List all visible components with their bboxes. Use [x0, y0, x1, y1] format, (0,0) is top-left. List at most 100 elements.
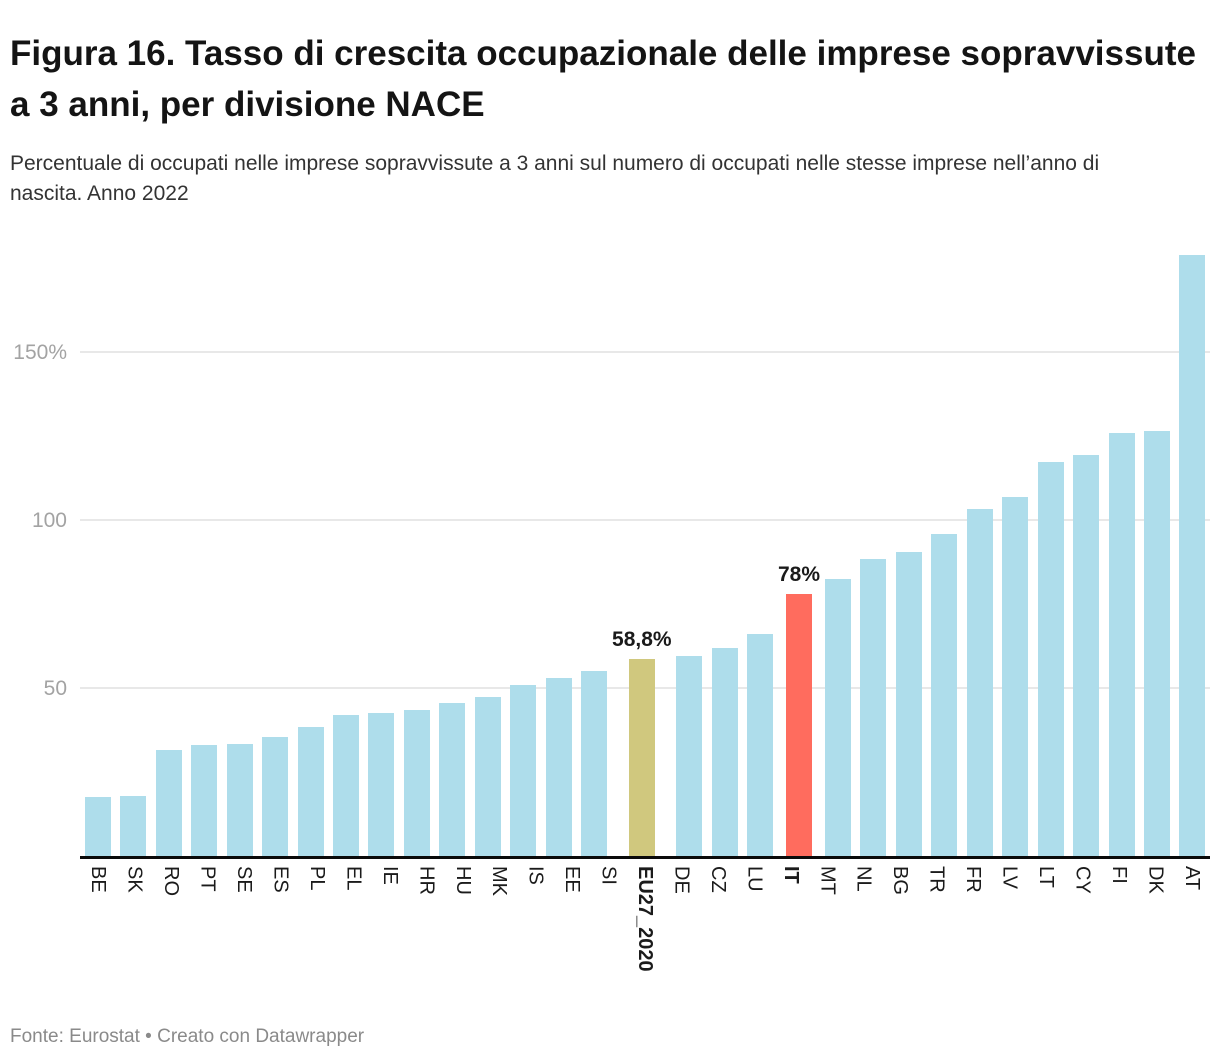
x-axis-label-PL: PL: [305, 866, 328, 891]
bar-column-FI: [1104, 240, 1139, 856]
bar-column-TR: [926, 240, 961, 856]
bar-EU27_2020[interactable]: [628, 658, 655, 856]
bar-RO[interactable]: [155, 750, 182, 856]
bar-column-FR: [962, 240, 997, 856]
y-axis-tick-label: 50: [43, 677, 67, 701]
bar-MK[interactable]: [474, 696, 501, 856]
x-axis-label-DE: DE: [670, 866, 693, 894]
y-axis-tick-label: 100: [31, 509, 67, 533]
bar-HU[interactable]: [439, 703, 466, 856]
bar-column-EE: [541, 240, 576, 856]
x-axis-label-SE: SE: [233, 866, 256, 893]
x-axis-label-MT: MT: [816, 866, 839, 895]
bar-column-MT: [820, 240, 855, 856]
bar-column-HR: [399, 240, 434, 856]
bar-EE[interactable]: [545, 678, 572, 856]
bar-column-IS: [506, 240, 541, 856]
bars-layer: 58,8% 78%: [80, 240, 1210, 856]
x-axis-label-FR: FR: [962, 866, 985, 893]
x-axis-label-CZ: CZ: [706, 866, 729, 893]
x-axis-label-LT: LT: [1035, 866, 1057, 888]
bar-DK[interactable]: [1143, 431, 1170, 856]
value-label-IT: 78%: [777, 563, 821, 587]
bar-column-ES: [257, 240, 292, 856]
bar-TR[interactable]: [931, 533, 958, 856]
bar-PT[interactable]: [191, 745, 218, 856]
bar-SI[interactable]: [581, 671, 608, 856]
x-axis-label-LV: LV: [998, 866, 1021, 889]
bar-column-SE: [222, 240, 257, 856]
bar-column-PT: [186, 240, 221, 856]
chart-title: Figura 16. Tasso di crescita occupaziona…: [10, 34, 1196, 125]
bar-column-LV: [997, 240, 1032, 856]
bar-HR[interactable]: [403, 709, 430, 856]
bar-SE[interactable]: [226, 743, 253, 856]
bar-column-SI: [577, 240, 612, 856]
x-axis-label-LU: LU: [743, 866, 766, 892]
bar-column-DK: [1139, 240, 1174, 856]
bar-FI[interactable]: [1108, 433, 1135, 856]
x-axis-label-ES: ES: [269, 866, 292, 893]
x-axis-label-CY: CY: [1071, 866, 1094, 894]
bar-IT[interactable]: [786, 594, 812, 856]
bar-FR[interactable]: [966, 508, 993, 856]
bar-IE[interactable]: [368, 713, 395, 856]
x-axis-label-FI: FI: [1107, 866, 1130, 884]
x-axis-label-PT: PT: [196, 866, 219, 892]
x-axis-label-RO: RO: [160, 866, 183, 896]
bar-AT[interactable]: [1179, 255, 1206, 856]
bar-column-DE: [672, 240, 707, 856]
bar-ES[interactable]: [262, 736, 289, 856]
x-axis-label-BG: BG: [889, 866, 912, 895]
x-axis-label-DK: DK: [1144, 866, 1167, 894]
bar-column-LU: [743, 240, 778, 856]
bar-column-MK: [470, 240, 505, 856]
x-axis-labels: BE SK RO PT SE ES PL EL IE HR HU MK IS EE SI EU27_2020 D…: [80, 866, 1210, 972]
bar-LU[interactable]: [747, 634, 774, 856]
x-axis-label-NL: NL: [852, 866, 875, 892]
bar-SK[interactable]: [120, 795, 147, 856]
bar-CY[interactable]: [1073, 454, 1100, 856]
bar-EL[interactable]: [333, 715, 360, 856]
bar-column-CZ: [707, 240, 742, 856]
bar-BG[interactable]: [895, 552, 922, 856]
bar-MT[interactable]: [824, 579, 851, 856]
bar-column-IE: [364, 240, 399, 856]
bar-column-BG: [891, 240, 926, 856]
y-axis-tick-label: 150%: [13, 341, 67, 365]
bar-DE[interactable]: [676, 656, 703, 856]
x-axis-label-IT: IT: [779, 866, 802, 884]
x-axis-label-IE: IE: [378, 866, 401, 885]
bar-column-NL: [855, 240, 890, 856]
x-axis-label-MK: MK: [488, 866, 511, 896]
chart-subtitle: Percentuale di occupati nelle imprese so…: [10, 152, 1100, 206]
x-axis-label-SI: SI: [597, 866, 620, 885]
bar-column-BE: [80, 240, 115, 856]
x-axis-label-BE: BE: [87, 866, 110, 893]
x-axis-label-EE: EE: [561, 866, 584, 893]
bar-IS[interactable]: [510, 684, 537, 856]
bar-column-EL: [328, 240, 363, 856]
bar-PL[interactable]: [297, 726, 324, 856]
bar-CZ[interactable]: [711, 647, 738, 856]
x-axis-label-EU27_2020: EU27_2020: [634, 866, 657, 972]
x-axis-label-TR: TR: [925, 866, 948, 893]
bar-column-CY: [1068, 240, 1103, 856]
bar-column-HU: [435, 240, 470, 856]
x-axis-label-IS: IS: [524, 866, 547, 885]
bar-column-IT: 78%: [778, 240, 820, 856]
bar-column-SK: [115, 240, 150, 856]
bar-column-RO: [151, 240, 186, 856]
bar-column-EU27_2020: 58,8%: [612, 240, 672, 856]
x-axis-label-HU: HU: [451, 866, 474, 895]
bar-LT[interactable]: [1037, 461, 1064, 856]
bar-column-LT: [1033, 240, 1068, 856]
x-axis-label-HR: HR: [415, 866, 438, 895]
bar-NL[interactable]: [860, 558, 887, 856]
gridline: [80, 519, 1210, 522]
x-axis-label-AT: AT: [1180, 866, 1203, 891]
bar-LV[interactable]: [1002, 496, 1029, 856]
bar-chart: 50 100 150% 58,8% 78%: [13, 240, 1210, 859]
bar-BE[interactable]: [84, 797, 111, 856]
chart-footer: Fonte: Eurostat • Creato con Datawrapper: [10, 1026, 365, 1047]
